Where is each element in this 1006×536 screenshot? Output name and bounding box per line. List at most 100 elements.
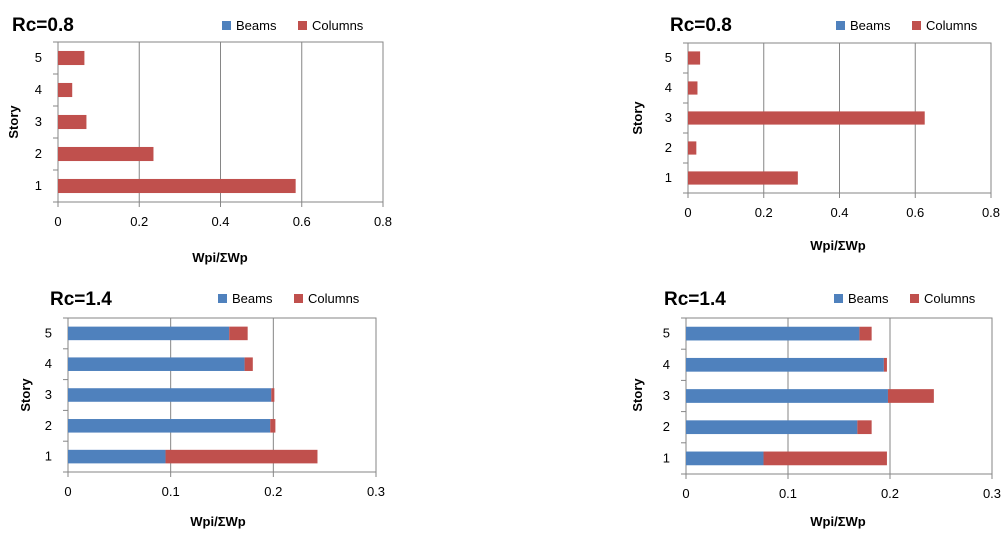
chart-title: Rc=1.4 [664,289,726,310]
bar-columns [887,389,934,403]
bar-beams [68,388,272,402]
x-tick-label: 0.6 [293,214,311,229]
chart-svg: Rc=0.8 Beams Columns 0 0.2 0.4 0.6 0.8 1 2 3 4 5 Wpi/… [630,15,1000,253]
x-tick-label: 0.6 [906,205,924,220]
bar-beams [68,357,245,371]
legend: Beams Columns [836,18,978,33]
bar-columns [58,114,87,130]
legend-label-beams: Beams [850,18,891,33]
bar-columns [58,82,73,98]
x-tick-label: 0 [684,205,691,220]
bar-columns [229,326,248,341]
bar-columns [688,81,698,95]
legend-swatch-columns [912,21,921,30]
x-tick-label: 0.4 [211,214,229,229]
legend-swatch-columns [910,294,919,303]
y-tick-label: 3 [663,388,670,403]
y-tick-label: 4 [665,80,672,95]
legend: Beams Columns [218,291,360,306]
x-tick-label: 0.1 [779,486,797,501]
chart-title: Rc=0.8 [12,15,74,36]
bar-columns [165,449,318,464]
bar-columns [857,420,872,435]
chart-rc08-left: Rc=0.8 Beams Columns 0 0.2 0.4 0.6 0.8 1 2 3 4 5 Wpi/… [0,0,420,270]
x-tick-label: 0.3 [367,484,385,499]
y-axis-label: Story [18,378,33,412]
x-tick-label: 0.4 [830,205,848,220]
y-tick-label: 3 [665,110,672,125]
bar-beams [686,420,858,435]
x-tick-label: 0.1 [162,484,180,499]
y-tick-label: 5 [45,325,52,340]
bar-columns [883,357,887,372]
x-axis-label: Wpi/ΣWp [190,514,246,529]
legend-swatch-beams [218,294,227,303]
x-tick-label: 0.3 [983,486,1001,501]
legend-swatch-beams [836,21,845,30]
bar-columns [688,141,697,155]
chart-svg: Rc=1.4 Beams Columns 0 0.1 0.2 0.3 1 2 3 4 5 Wpi/ΣWp… [18,289,385,529]
legend-label-beams: Beams [232,291,273,306]
chart-svg: Rc=1.4 Beams Columns 0 0.1 0.2 0.3 1 2 3 4 5 Wpi/ΣWp… [630,289,1001,529]
y-tick-label: 2 [665,140,672,155]
x-tick-label: 0.2 [755,205,773,220]
x-tick-label: 0 [64,484,71,499]
x-tick-label: 0.2 [264,484,282,499]
bar-columns [688,111,925,125]
bar-columns [688,171,798,185]
chart-title: Rc=1.4 [50,289,112,310]
y-tick-label: 1 [45,449,52,464]
legend-swatch-beams [222,21,231,30]
x-tick-label: 0.2 [881,486,899,501]
bar-columns [688,51,701,65]
bar-columns [271,388,275,402]
x-tick-label: 0.8 [982,205,1000,220]
y-tick-label: 1 [35,178,42,193]
chart-rc08-right: Rc=0.8 Beams Columns 0 0.2 0.4 0.6 0.8 1 2 3 4 5 Wpi/… [620,0,1006,270]
legend-swatch-beams [834,294,843,303]
bar-beams [68,419,271,433]
bar-beams [686,451,764,466]
y-tick-label: 2 [35,146,42,161]
chart-rc14-left: Rc=1.4 Beams Columns 0 0.1 0.2 0.3 1 2 3 4 5 Wpi/ΣWp… [0,270,420,536]
y-axis-label: Story [630,101,645,135]
y-axis-label: Story [630,378,645,412]
bar-columns [763,451,887,466]
y-tick-label: 4 [35,82,42,97]
bar-beams [686,357,884,372]
y-tick-label: 5 [663,326,670,341]
y-tick-label: 1 [665,170,672,185]
bar-columns [244,357,253,371]
y-tick-label: 2 [663,419,670,434]
x-axis-label: Wpi/ΣWp [192,250,248,265]
bar-beams [68,326,230,341]
legend-swatch-columns [298,21,307,30]
legend-label-beams: Beams [848,291,889,306]
y-tick-label: 5 [35,50,42,65]
legend-label-columns: Columns [308,291,360,306]
x-axis-label: Wpi/ΣWp [810,238,866,253]
bar-columns [58,178,296,194]
bar-columns [58,146,154,162]
bar-columns [58,50,85,66]
legend-label-columns: Columns [924,291,976,306]
legend: Beams Columns [222,18,364,33]
bar-columns [270,419,276,433]
y-tick-label: 4 [663,357,670,372]
x-tick-label: 0.2 [130,214,148,229]
bar-beams [68,449,166,464]
bar-beams [686,389,888,403]
y-axis-label: Story [6,105,21,139]
chart-rc14-right: Rc=1.4 Beams Columns 0 0.1 0.2 0.3 1 2 3 4 5 Wpi/ΣWp… [620,270,1006,536]
x-tick-label: 0.8 [374,214,392,229]
legend-label-columns: Columns [312,18,364,33]
x-tick-label: 0 [682,486,689,501]
legend-swatch-columns [294,294,303,303]
chart-svg: Rc=0.8 Beams Columns 0 0.2 0.4 0.6 0.8 1 2 3 4 5 Wpi/… [6,15,392,265]
bar-columns [859,326,872,341]
x-axis-label: Wpi/ΣWp [810,514,866,529]
y-tick-label: 2 [45,418,52,433]
y-tick-label: 3 [35,114,42,129]
y-tick-label: 3 [45,387,52,402]
y-tick-label: 4 [45,356,52,371]
